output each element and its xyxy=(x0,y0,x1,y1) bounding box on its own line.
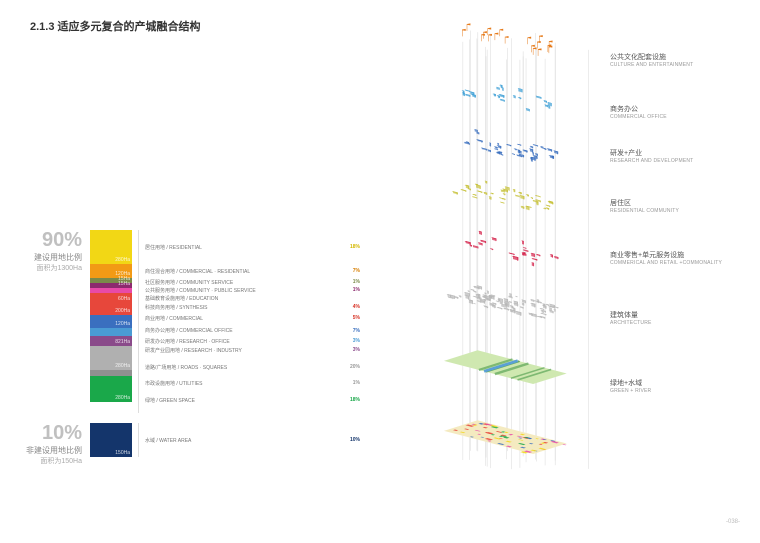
page-number: -038- xyxy=(726,519,740,525)
nonconstruction-stacked-bar: 150Ha xyxy=(90,423,132,457)
axon-layer xyxy=(420,340,590,388)
bar-segment: 280Ha xyxy=(90,346,132,370)
legend-row: 道路/广场用地 / ROADS · SQUARES20% xyxy=(145,355,360,379)
construction-label: 建设用地比例 xyxy=(0,252,82,263)
legend-row: 商务办公用地 / COMMERCIAL OFFICE7% xyxy=(145,324,360,337)
layer-label: 公共文化配套设施CULTURE AND ENTERTAINMENT xyxy=(610,52,740,68)
legend-row: 研发办公用地 / RESEARCH · OFFICE3% xyxy=(145,337,360,345)
section-title: 2.1.3 适应多元复合的产城融合结构 xyxy=(30,18,201,34)
axon-layer xyxy=(420,16,590,64)
layer-label: 商务办公COMMERCIAL OFFICE xyxy=(610,104,740,120)
legend-row: 居住用地 / RESIDENTIAL18% xyxy=(145,230,360,264)
nonconstruction-block: 10% 非建设用地比例 面积为150Ha 150Ha 水域 / WATER AR… xyxy=(0,423,360,466)
nonconstruction-legend: 水域 / WATER AREA10% xyxy=(138,423,360,457)
bar-segment: 200Ha xyxy=(90,303,132,315)
axon-layer xyxy=(420,410,590,458)
nonconstruction-pct: 10% xyxy=(0,423,82,443)
legend-row: 公共服务用地 / COMMUNITY · PUBLIC SERVICE1% xyxy=(145,286,360,294)
bar-segment: 120Ha xyxy=(90,315,132,328)
construction-block: 90% 建设用地比例 面积为1300Ha 280Ha120Ha15Ha15Ha6… xyxy=(0,230,360,413)
bar-segment xyxy=(90,328,132,336)
construction-legend: 居住用地 / RESIDENTIAL18%商住混合用地 / COMMERCIAL… xyxy=(138,230,360,413)
nonconstruction-label: 非建设用地比例 xyxy=(0,445,82,456)
bar-segment: 280Ha xyxy=(90,230,132,264)
bar-segment: 150Ha xyxy=(90,423,132,457)
axon-layer xyxy=(420,222,590,270)
construction-pct: 90% xyxy=(0,230,82,250)
layer-label: 研发+产业RESEARCH AND DEVELOPMENT xyxy=(610,148,740,164)
construction-stacked-bar: 280Ha120Ha15Ha15Ha60Ha200Ha120Ha821Ha280… xyxy=(90,230,132,402)
axon-layer xyxy=(420,170,590,218)
layer-label: 绿地+水域GREEN + RIVER xyxy=(610,378,740,394)
layer-label: 建筑体量ARCHITECTURE xyxy=(610,310,740,326)
legend-row: 市政设施用地 / UTILITIES1% xyxy=(145,379,360,387)
legend-row: 科技商务用地 / SYNTHESIS4% xyxy=(145,302,360,312)
legend-row: 水域 / WATER AREA10% xyxy=(145,423,360,457)
legend-row: 商住混合用地 / COMMERCIAL · RESIDENTIAL7% xyxy=(145,264,360,278)
nonconstruction-sub: 面积为150Ha xyxy=(0,456,82,466)
bar-segment: 60Ha xyxy=(90,293,132,303)
axon-layer xyxy=(420,120,590,168)
legend-row: 社区服务用地 / COMMUNITY SERVICE1% xyxy=(145,278,360,286)
legend-row: 研发产业园用地 / RESEARCH · INDUSTRY3% xyxy=(145,345,360,355)
legend-row: 基础教育设施用地 / EDUCATION xyxy=(145,294,360,302)
left-panel: 90% 建设用地比例 面积为1300Ha 280Ha120Ha15Ha15Ha6… xyxy=(0,230,360,472)
axon-layer xyxy=(420,70,590,118)
axon-layer xyxy=(420,276,590,324)
layer-label: 居住区RESIDENTIAL COMMUNITY xyxy=(610,198,740,214)
exploded-axon: 公共文化配套设施CULTURE AND ENTERTAINMENT 商务办公COM… xyxy=(410,10,740,530)
construction-sub: 面积为1300Ha xyxy=(0,263,82,273)
bar-segment: 280Ha xyxy=(90,376,132,402)
bar-segment: 821Ha xyxy=(90,336,132,346)
legend-row: 商业用地 / COMMERCIAL5% xyxy=(145,312,360,324)
layer-label: 商业零售+单元服务设施COMMERICAL AND RETAIL +COMMON… xyxy=(610,250,740,266)
legend-row: 绿地 / GREEN SPACE18% xyxy=(145,387,360,413)
